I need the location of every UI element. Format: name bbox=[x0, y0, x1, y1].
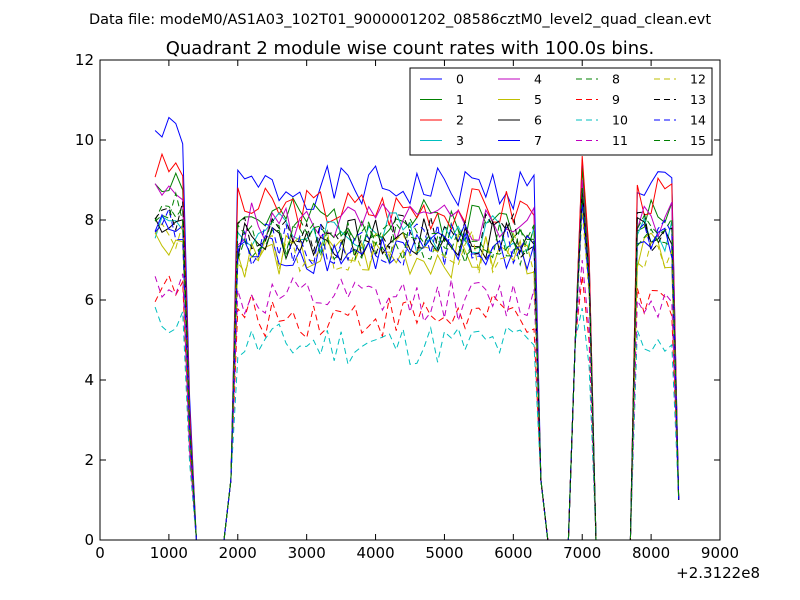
series-line-13 bbox=[154, 191, 680, 541]
x-tick-label: 9000 bbox=[701, 544, 739, 562]
legend-label-6: 6 bbox=[534, 113, 542, 128]
series-line-11 bbox=[154, 259, 680, 541]
x-tick-label: 1000 bbox=[150, 544, 188, 562]
y-tick-label: 12 bbox=[75, 51, 94, 69]
x-tick-label: 3000 bbox=[288, 544, 326, 562]
series-line-10 bbox=[154, 306, 680, 541]
y-tick-label: 8 bbox=[84, 211, 94, 229]
legend-label-7: 7 bbox=[534, 133, 542, 148]
plot-lines bbox=[154, 116, 680, 541]
x-tick-label: 0 bbox=[95, 544, 105, 562]
x-tick-label: 2000 bbox=[219, 544, 257, 562]
x-tick-label: 8000 bbox=[632, 544, 670, 562]
legend-label-2: 2 bbox=[456, 113, 464, 128]
series-line-12 bbox=[154, 211, 680, 541]
x-tick-label: 5000 bbox=[425, 544, 463, 562]
legend-label-10: 10 bbox=[612, 113, 628, 128]
legend-label-0: 0 bbox=[456, 72, 464, 87]
legend-label-15: 15 bbox=[690, 133, 706, 148]
y-tick-label: 4 bbox=[84, 371, 94, 389]
y-tick-label: 0 bbox=[84, 531, 94, 549]
figure-suptitle: Data file: modeM0/AS1A03_102T01_90000012… bbox=[89, 12, 711, 28]
legend-box bbox=[409, 67, 713, 156]
legend-label-8: 8 bbox=[612, 72, 620, 87]
legend-label-14: 14 bbox=[690, 113, 706, 128]
series-line-8 bbox=[154, 199, 680, 541]
legend-label-4: 4 bbox=[534, 72, 542, 87]
legend-label-9: 9 bbox=[612, 92, 620, 107]
x-tick-label: 6000 bbox=[494, 544, 532, 562]
x-axis-offset-label: +2.3122e8 bbox=[676, 564, 760, 582]
legend-label-1: 1 bbox=[456, 92, 464, 107]
axis-ticks: 0 1000 2000 3000 4000 5000 6000 7000 8000 9000 0 2 4… bbox=[75, 51, 739, 562]
series-line-15 bbox=[154, 187, 680, 541]
legend-label-5: 5 bbox=[534, 92, 542, 107]
y-tick-label: 6 bbox=[84, 291, 94, 309]
y-tick-label: 2 bbox=[84, 451, 94, 469]
series-line-0 bbox=[154, 116, 680, 541]
legend-label-13: 13 bbox=[690, 92, 706, 107]
legend-label-11: 11 bbox=[612, 133, 628, 148]
y-tick-label: 10 bbox=[75, 131, 94, 149]
x-tick-label: 4000 bbox=[356, 544, 394, 562]
legend-label-3: 3 bbox=[456, 133, 464, 148]
series-line-2 bbox=[154, 152, 680, 541]
chart-title: Quadrant 2 module wise count rates with … bbox=[166, 38, 655, 59]
legend-label-12: 12 bbox=[690, 72, 706, 87]
x-tick-label: 7000 bbox=[563, 544, 601, 562]
